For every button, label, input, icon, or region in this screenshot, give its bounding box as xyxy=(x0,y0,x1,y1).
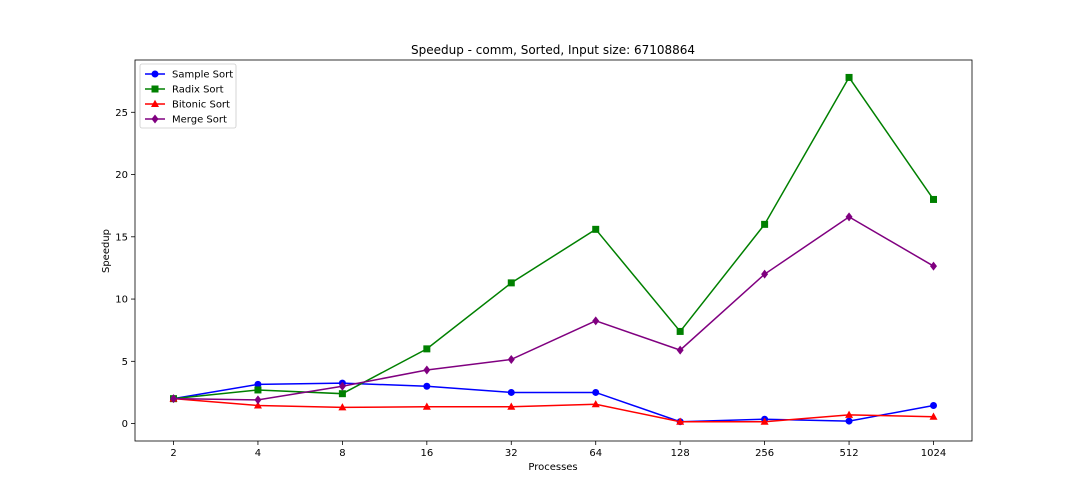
sample-sort-point xyxy=(254,380,262,388)
radix-sort-point xyxy=(507,279,515,287)
merge-sort-point xyxy=(254,395,262,405)
x-tick-label: 8 xyxy=(339,448,345,459)
legend-marker xyxy=(151,70,159,78)
legend-item-bitonic-sort: Bitonic Sort xyxy=(145,100,230,111)
y-axis-label: Speedup xyxy=(101,229,112,273)
sample-sort-series xyxy=(170,379,937,426)
x-tick-label: 128 xyxy=(671,448,690,459)
legend-label: Sample Sort xyxy=(172,70,233,81)
legend-item-sample-sort: Sample Sort xyxy=(145,70,233,81)
sample-sort-line xyxy=(173,382,934,423)
legend-marker xyxy=(151,114,159,124)
radix-sort-point xyxy=(845,73,853,81)
legend: Sample Sort Radix Sort Bitonic Sort Merge S… xyxy=(139,63,237,129)
radix-sort-point xyxy=(423,345,431,353)
y-tick-label: 25 xyxy=(115,108,128,119)
merge-sort-point xyxy=(338,381,346,391)
x-tick-label: 256 xyxy=(755,448,774,459)
merge-sort-point xyxy=(930,261,937,271)
merge-sort-point xyxy=(423,365,431,375)
radix-sort-series xyxy=(170,73,937,403)
x-tick-label: 32 xyxy=(505,448,518,459)
sample-sort-point xyxy=(507,388,515,396)
radix-sort-line xyxy=(173,76,935,400)
legend-box xyxy=(139,63,237,129)
legend-item-radix-sort: Radix Sort xyxy=(145,85,224,96)
bitonic-sort-point xyxy=(591,400,600,408)
bitonic-sort-point xyxy=(929,412,938,420)
x-axis-label: Processes xyxy=(528,462,577,473)
radix-sort-point xyxy=(254,386,262,394)
legend-label: Merge Sort xyxy=(172,115,227,126)
merge-sort-point xyxy=(592,316,600,326)
bitonic-sort-point xyxy=(253,401,262,409)
series-layer xyxy=(169,73,938,426)
bitonic-sort-line xyxy=(173,397,934,423)
bitonic-sort-point xyxy=(845,410,854,418)
radix-sort-point xyxy=(592,225,600,233)
radix-sort-point xyxy=(338,390,346,398)
radix-sort-point xyxy=(761,220,769,228)
radix-sort-point xyxy=(676,327,684,335)
legend-label: Radix Sort xyxy=(172,85,224,96)
x-tick-label: 2 xyxy=(170,448,176,459)
bitonic-sort-point xyxy=(338,403,347,411)
bitonic-sort-point xyxy=(422,402,431,410)
chart-title: Speedup - comm, Sorted, Input size: 6710… xyxy=(411,43,695,57)
x-axis: 2 4 8 16 32 64 128 256 512 1024 xyxy=(170,441,946,459)
y-tick-label: 15 xyxy=(115,232,128,243)
y-tick-label: 5 xyxy=(122,357,128,368)
x-tick-label: 64 xyxy=(589,448,602,459)
sample-sort-point xyxy=(423,382,431,390)
x-tick-label: 512 xyxy=(840,448,859,459)
merge-sort-point xyxy=(170,394,177,404)
legend-label: Bitonic Sort xyxy=(172,100,230,111)
radix-sort-point xyxy=(930,195,937,203)
x-tick-label: 16 xyxy=(420,448,433,459)
legend-item-merge-sort: Merge Sort xyxy=(145,114,227,126)
sample-sort-point xyxy=(592,388,600,396)
plot-frame xyxy=(134,59,973,442)
sample-sort-point xyxy=(845,417,853,425)
bitonic-sort-point xyxy=(507,402,516,410)
y-tick-label: 0 xyxy=(122,419,128,430)
merge-sort-series xyxy=(170,212,937,405)
sample-sort-point xyxy=(930,402,937,410)
y-tick-label: 10 xyxy=(115,295,128,306)
bitonic-sort-point xyxy=(676,417,685,425)
bitonic-sort-series xyxy=(169,394,938,425)
merge-sort-point xyxy=(507,354,515,364)
merge-sort-line xyxy=(173,215,934,401)
bitonic-sort-point xyxy=(760,417,769,425)
merge-sort-point xyxy=(845,212,853,222)
x-tick-label: 1024 xyxy=(921,448,946,459)
legend-marker xyxy=(151,85,159,93)
merge-sort-point xyxy=(761,269,769,279)
y-tick-label: 20 xyxy=(115,170,128,181)
plot-area xyxy=(134,59,973,442)
legend-marker xyxy=(151,99,159,107)
merge-sort-point xyxy=(676,345,684,355)
x-tick-label: 4 xyxy=(255,448,261,459)
y-axis: 0 5 10 15 20 25 xyxy=(115,108,135,430)
